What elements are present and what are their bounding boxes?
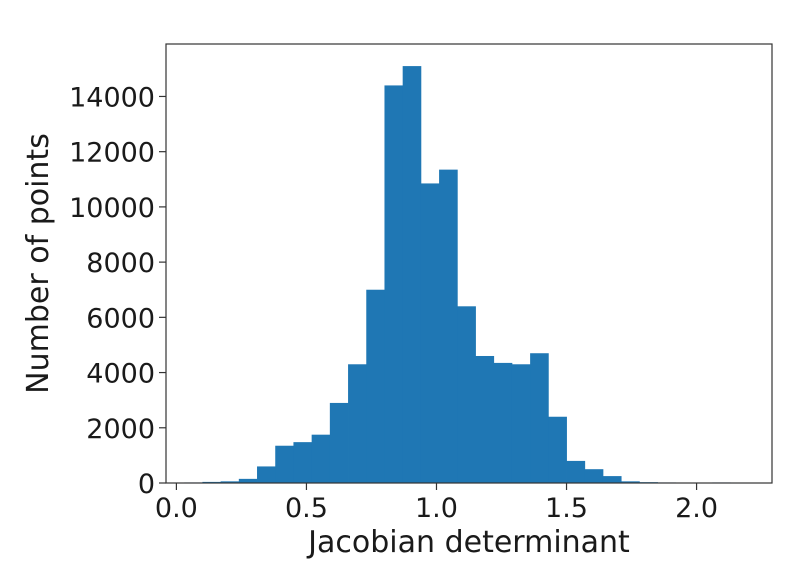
histogram-bar xyxy=(384,85,403,483)
histogram-bar xyxy=(494,363,513,483)
histogram-bar xyxy=(548,417,567,483)
histogram-bar xyxy=(366,290,385,483)
x-tick-label: 2.0 xyxy=(675,493,718,524)
y-tick-label: 14000 xyxy=(69,82,155,113)
y-tick-label: 2000 xyxy=(86,414,155,445)
histogram-bar xyxy=(403,66,422,483)
x-axis-ticks: 0.0 0.5 1.0 1.5 2.0 xyxy=(155,483,718,524)
y-axis-label: Number of points xyxy=(21,133,56,394)
histogram-bar xyxy=(567,461,586,483)
histogram-bar xyxy=(439,170,458,483)
y-tick-label: 0 xyxy=(138,469,155,500)
histogram-bar xyxy=(330,403,349,483)
histogram-bar xyxy=(585,469,604,483)
histogram-bar xyxy=(312,435,331,483)
y-tick-label: 4000 xyxy=(86,359,155,390)
histogram-bar xyxy=(512,364,531,483)
x-tick-label: 1.0 xyxy=(415,493,458,524)
histogram-bar xyxy=(476,356,495,483)
histogram-bar xyxy=(257,466,276,483)
histogram-bar xyxy=(293,442,312,483)
histogram-bar xyxy=(348,364,367,483)
x-tick-label: 1.5 xyxy=(545,493,588,524)
y-tick-label: 10000 xyxy=(69,193,155,224)
x-tick-label: 0.5 xyxy=(285,493,328,524)
y-tick-label: 12000 xyxy=(69,138,155,169)
x-axis-label: Jacobian determinant xyxy=(306,525,630,560)
histogram-bar xyxy=(603,476,622,483)
histogram-bar xyxy=(530,353,549,483)
x-tick-label: 0.0 xyxy=(155,493,198,524)
histogram-bar xyxy=(421,183,440,483)
y-axis-ticks: 0 2000 4000 6000 8000 10000 12000 14000 xyxy=(69,82,166,500)
bars-layer xyxy=(184,66,749,483)
y-tick-label: 6000 xyxy=(86,303,155,334)
histogram-bar xyxy=(457,306,476,483)
histogram-bar xyxy=(239,479,258,483)
y-tick-label: 8000 xyxy=(86,248,155,279)
histogram-bar xyxy=(275,446,294,483)
